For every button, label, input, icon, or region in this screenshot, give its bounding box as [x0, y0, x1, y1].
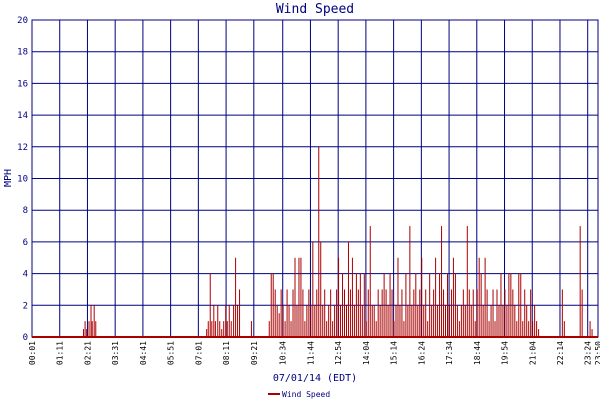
x-tick-label: 10:34	[279, 341, 288, 365]
y-tick-label: 14	[17, 111, 28, 121]
x-tick-label: 02:21	[83, 341, 92, 365]
y-tick-label: 10	[17, 175, 28, 185]
x-tick-label: 08:11	[222, 341, 231, 365]
y-tick-labels: 0 2 4 6 8 10 12 14 16 18 20	[17, 16, 28, 343]
x-tick-label: 19:54	[501, 341, 510, 365]
x-tick-label: 14:04	[362, 341, 371, 365]
legend: Wind Speed	[268, 390, 330, 399]
y-tick-label: 20	[17, 16, 28, 26]
legend-label: Wind Speed	[282, 390, 330, 399]
y-tick-label: 16	[17, 79, 28, 89]
y-tick-label: 12	[17, 143, 28, 153]
y-axis-label: MPH	[3, 169, 14, 187]
x-tick-label: 12:54	[334, 341, 343, 365]
x-tick-label: 07:01	[194, 341, 203, 365]
y-tick-label: 2	[23, 301, 28, 311]
x-tick-label: 09:21	[250, 341, 259, 365]
x-tick-label: 23:24	[584, 341, 593, 365]
x-axis-label: 07/01/14 (EDT)	[273, 373, 357, 384]
x-tick-label: 22:14	[556, 341, 565, 365]
x-tick-label: 17:34	[445, 341, 454, 365]
x-tick-label: 18:44	[473, 341, 482, 365]
x-tick-label: 15:14	[390, 341, 399, 365]
x-tick-label: 01:11	[56, 341, 65, 365]
y-tick-label: 8	[23, 206, 28, 216]
y-tick-label: 18	[17, 48, 28, 58]
x-tick-label: 11:44	[306, 341, 315, 365]
y-tick-label: 0	[23, 333, 28, 343]
x-tick-labels: 00:01 01:11 02:21 03:31 04:41 05:51 07:01 08:11…	[28, 341, 600, 365]
x-tick-label: 16:24	[417, 341, 426, 365]
y-tick-label: 4	[23, 270, 28, 280]
chart-title: Wind Speed	[276, 2, 354, 17]
x-tick-label: 04:41	[139, 341, 148, 365]
x-tick-label: 05:51	[167, 341, 176, 365]
x-tick-label: 03:31	[111, 341, 120, 365]
data-bars	[82, 146, 593, 337]
x-tick-label: 23:50	[594, 341, 600, 365]
x-tick-label: 00:01	[28, 341, 37, 365]
x-tick-label: 21:04	[528, 341, 537, 365]
y-tick-label: 6	[23, 238, 28, 248]
